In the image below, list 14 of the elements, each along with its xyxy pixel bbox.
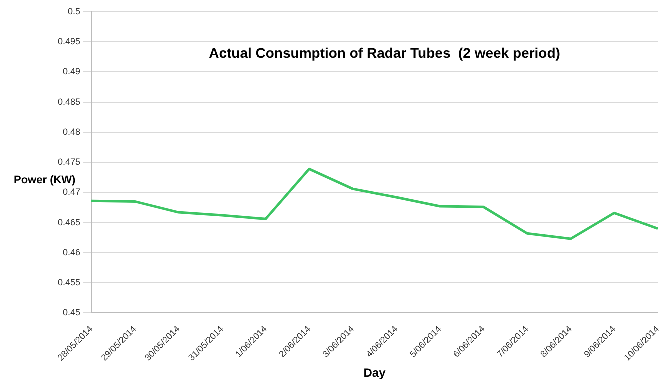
y-tick-label: 0.49 [62,66,81,77]
x-axis-title: Day [364,366,386,380]
y-tick-label: 0.45 [62,308,81,318]
y-axis-title: Power (KW) [14,174,76,187]
y-tick-label: 0.485 [58,96,81,107]
y-tick-label: 0.455 [58,277,81,288]
y-tick-label: 0.495 [58,36,81,47]
text: Actual Consumption of Radar Tubes (2 week period) [209,44,560,61]
y-tick-label: 0.465 [58,217,81,228]
y-tick-label: 0.48 [62,126,81,137]
y-tick-label: 0.47 [62,187,81,198]
y-tick-label: 0.46 [62,247,81,258]
y-tick-label: 0.5 [68,6,81,16]
y-tick-label: 0.475 [58,157,81,168]
